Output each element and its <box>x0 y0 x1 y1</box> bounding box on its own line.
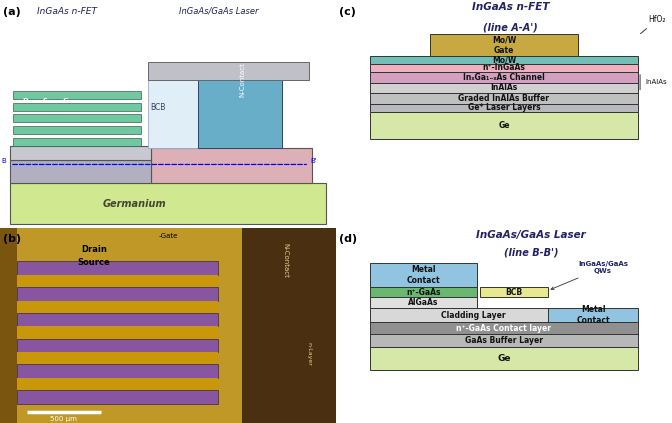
Text: (c): (c) <box>339 7 356 17</box>
Text: Cladding Layer: Cladding Layer <box>442 310 506 319</box>
FancyBboxPatch shape <box>370 322 638 335</box>
FancyBboxPatch shape <box>370 347 638 371</box>
Text: BCB: BCB <box>151 103 165 112</box>
Text: N-Contact: N-Contact <box>239 62 245 97</box>
Text: Metal
Contact: Metal Contact <box>576 305 610 325</box>
Text: (line B-B'): (line B-B') <box>503 248 558 258</box>
Text: (a): (a) <box>3 7 21 17</box>
Text: n⁺-GaAs: n⁺-GaAs <box>406 288 441 297</box>
FancyBboxPatch shape <box>17 364 218 378</box>
Text: 500 μm: 500 μm <box>50 416 77 422</box>
FancyBboxPatch shape <box>480 287 548 297</box>
FancyBboxPatch shape <box>13 126 141 135</box>
FancyBboxPatch shape <box>370 112 638 139</box>
Text: InGaAs n-FET: InGaAs n-FET <box>37 7 97 16</box>
Text: InAlAs: InAlAs <box>491 83 517 93</box>
FancyBboxPatch shape <box>17 313 218 327</box>
Text: InGaAs/GaAs
QWs: InGaAs/GaAs QWs <box>551 261 628 289</box>
FancyBboxPatch shape <box>13 102 141 110</box>
FancyBboxPatch shape <box>10 160 151 183</box>
FancyBboxPatch shape <box>0 228 336 423</box>
Text: (d): (d) <box>339 234 358 244</box>
FancyBboxPatch shape <box>148 62 309 80</box>
Text: B': B' <box>310 158 317 164</box>
Text: n⁺-InGaAs: n⁺-InGaAs <box>482 63 526 72</box>
Text: GaAs Buffer Layer: GaAs Buffer Layer <box>465 336 543 345</box>
Text: D: D <box>22 98 28 104</box>
FancyBboxPatch shape <box>370 104 638 112</box>
FancyBboxPatch shape <box>370 308 578 322</box>
FancyBboxPatch shape <box>17 301 218 313</box>
FancyBboxPatch shape <box>0 228 17 423</box>
FancyBboxPatch shape <box>13 115 141 122</box>
FancyBboxPatch shape <box>370 287 477 297</box>
FancyBboxPatch shape <box>148 80 198 148</box>
FancyBboxPatch shape <box>151 148 312 183</box>
Text: Ge: Ge <box>498 121 510 130</box>
Text: -Gate: -Gate <box>159 233 177 239</box>
Text: Mo/W
Gate: Mo/W Gate <box>492 36 516 55</box>
FancyBboxPatch shape <box>370 56 638 64</box>
FancyBboxPatch shape <box>10 183 326 224</box>
Text: (b): (b) <box>3 234 22 244</box>
Text: Graded InAlAs Buffer: Graded InAlAs Buffer <box>458 94 550 103</box>
FancyBboxPatch shape <box>430 34 578 56</box>
FancyBboxPatch shape <box>198 75 282 148</box>
FancyBboxPatch shape <box>370 64 638 72</box>
FancyBboxPatch shape <box>17 378 218 390</box>
Text: N-Contact: N-Contact <box>283 243 288 278</box>
Text: HfO₂: HfO₂ <box>640 15 666 33</box>
FancyBboxPatch shape <box>17 287 218 301</box>
FancyBboxPatch shape <box>17 390 218 404</box>
FancyBboxPatch shape <box>370 93 638 104</box>
Text: n⁺-GaAs Contact layer: n⁺-GaAs Contact layer <box>456 324 552 332</box>
Text: BCB: BCB <box>505 288 523 297</box>
Text: Source: Source <box>78 258 110 267</box>
FancyBboxPatch shape <box>548 308 638 322</box>
FancyBboxPatch shape <box>17 327 218 338</box>
FancyBboxPatch shape <box>17 338 218 352</box>
Text: (line A-A'): (line A-A') <box>483 23 538 33</box>
Text: Ge: Ge <box>497 354 511 363</box>
FancyBboxPatch shape <box>13 91 141 99</box>
Text: Germanium: Germanium <box>103 199 166 209</box>
FancyBboxPatch shape <box>370 297 477 308</box>
FancyBboxPatch shape <box>370 83 638 93</box>
FancyBboxPatch shape <box>370 72 638 83</box>
Text: Mo/W: Mo/W <box>492 55 516 64</box>
Text: InGaAs/GaAs Laser: InGaAs/GaAs Laser <box>476 231 586 240</box>
FancyBboxPatch shape <box>370 264 477 287</box>
Text: InₓGa₁₋ₓAs Channel: InₓGa₁₋ₓAs Channel <box>463 73 545 82</box>
FancyBboxPatch shape <box>17 275 218 287</box>
FancyBboxPatch shape <box>13 138 141 146</box>
Text: InGaAs n-FET: InGaAs n-FET <box>472 2 550 12</box>
Text: S: S <box>43 98 48 104</box>
FancyBboxPatch shape <box>17 261 218 275</box>
Text: AlGaAs: AlGaAs <box>408 298 439 308</box>
Text: n-Layer: n-Layer <box>306 342 312 365</box>
FancyBboxPatch shape <box>370 335 638 347</box>
FancyBboxPatch shape <box>17 352 218 364</box>
Text: Ge* Laser Layers: Ge* Laser Layers <box>468 104 540 113</box>
Text: Drain: Drain <box>81 245 107 254</box>
Text: B: B <box>1 158 7 164</box>
Text: G: G <box>62 98 69 104</box>
Text: InGaAs/GaAs Laser: InGaAs/GaAs Laser <box>179 7 258 16</box>
FancyBboxPatch shape <box>10 146 151 160</box>
Text: Metal
Contact: Metal Contact <box>407 265 440 285</box>
FancyBboxPatch shape <box>242 228 336 423</box>
Text: InAlAs: InAlAs <box>645 79 667 85</box>
